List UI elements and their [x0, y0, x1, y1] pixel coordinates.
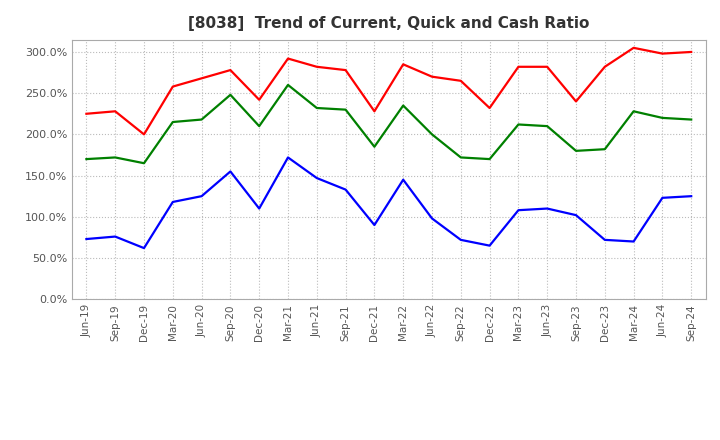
Cash Ratio [197, 194, 206, 199]
Quick Ratio [197, 117, 206, 122]
Current Ratio [600, 64, 609, 70]
Cash Ratio [255, 206, 264, 211]
Current Ratio [399, 62, 408, 67]
Line: Current Ratio: Current Ratio [86, 48, 691, 134]
Quick Ratio [284, 82, 292, 88]
Current Ratio [629, 45, 638, 51]
Quick Ratio [514, 122, 523, 127]
Current Ratio [197, 76, 206, 81]
Current Ratio [370, 109, 379, 114]
Quick Ratio [485, 157, 494, 162]
Quick Ratio [572, 148, 580, 154]
Current Ratio [82, 111, 91, 117]
Quick Ratio [658, 115, 667, 121]
Current Ratio [341, 67, 350, 73]
Current Ratio [456, 78, 465, 84]
Quick Ratio [111, 155, 120, 160]
Quick Ratio [140, 161, 148, 166]
Current Ratio [226, 67, 235, 73]
Quick Ratio [226, 92, 235, 97]
Line: Quick Ratio: Quick Ratio [86, 85, 691, 163]
Current Ratio [514, 64, 523, 70]
Cash Ratio [687, 194, 696, 199]
Quick Ratio [312, 105, 321, 110]
Current Ratio [168, 84, 177, 89]
Cash Ratio [543, 206, 552, 211]
Quick Ratio [543, 124, 552, 129]
Current Ratio [687, 49, 696, 55]
Cash Ratio [312, 176, 321, 181]
Cash Ratio [485, 243, 494, 248]
Current Ratio [140, 132, 148, 137]
Current Ratio [255, 97, 264, 103]
Current Ratio [658, 51, 667, 56]
Quick Ratio [370, 144, 379, 149]
Cash Ratio [658, 195, 667, 201]
Cash Ratio [226, 169, 235, 174]
Cash Ratio [514, 208, 523, 213]
Quick Ratio [255, 124, 264, 129]
Cash Ratio [629, 239, 638, 244]
Quick Ratio [456, 155, 465, 160]
Cash Ratio [341, 187, 350, 192]
Current Ratio [485, 105, 494, 110]
Quick Ratio [168, 119, 177, 125]
Quick Ratio [341, 107, 350, 112]
Current Ratio [284, 56, 292, 61]
Cash Ratio [168, 199, 177, 205]
Cash Ratio [572, 213, 580, 218]
Current Ratio [111, 109, 120, 114]
Quick Ratio [687, 117, 696, 122]
Title: [8038]  Trend of Current, Quick and Cash Ratio: [8038] Trend of Current, Quick and Cash … [188, 16, 590, 32]
Quick Ratio [82, 157, 91, 162]
Quick Ratio [600, 147, 609, 152]
Current Ratio [543, 64, 552, 70]
Current Ratio [428, 74, 436, 79]
Cash Ratio [111, 234, 120, 239]
Current Ratio [312, 64, 321, 70]
Cash Ratio [82, 236, 91, 242]
Quick Ratio [629, 109, 638, 114]
Current Ratio [572, 99, 580, 104]
Quick Ratio [399, 103, 408, 108]
Cash Ratio [600, 237, 609, 242]
Cash Ratio [370, 222, 379, 227]
Line: Cash Ratio: Cash Ratio [86, 158, 691, 248]
Cash Ratio [428, 216, 436, 221]
Cash Ratio [284, 155, 292, 160]
Cash Ratio [456, 237, 465, 242]
Cash Ratio [140, 246, 148, 251]
Quick Ratio [428, 132, 436, 137]
Cash Ratio [399, 177, 408, 182]
